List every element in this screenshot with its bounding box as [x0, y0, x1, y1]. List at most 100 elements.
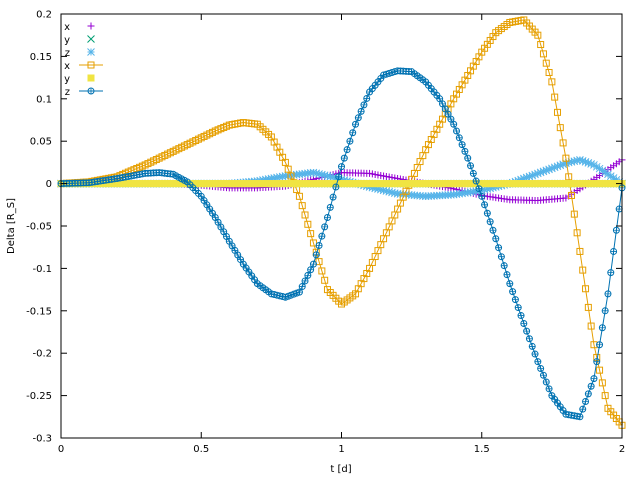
data-point — [323, 172, 332, 180]
data-point — [536, 168, 545, 177]
data-point-cross — [234, 252, 241, 259]
data-point — [596, 366, 604, 374]
data-point-cross — [546, 385, 553, 392]
data-point — [587, 322, 595, 330]
data-point — [539, 50, 547, 58]
data-point-cross — [459, 141, 466, 148]
data-point — [559, 139, 567, 147]
data-point — [598, 166, 607, 175]
data-point-cross — [473, 178, 480, 185]
data-point — [559, 160, 567, 169]
data-point-cross — [358, 108, 365, 115]
data-point — [573, 229, 581, 237]
data-point — [307, 230, 315, 238]
axis-layer: 0 0.5 1 1.5 2 0.2 0.15 0.1 0.05 0 -0.05 -0.1 -0.15 -0… — [26, 10, 625, 456]
data-point-cross — [487, 218, 494, 225]
data-point — [565, 173, 573, 181]
data-point-cross — [532, 351, 539, 358]
data-point — [388, 188, 396, 197]
data-point — [548, 78, 556, 86]
data-point-cross — [616, 206, 623, 213]
data-point — [533, 169, 542, 178]
data-point — [312, 169, 321, 178]
data-point — [528, 171, 537, 180]
data-point-cross — [529, 343, 536, 350]
y-tick-label: -0.15 — [26, 306, 52, 317]
data-point — [609, 174, 618, 182]
data-point — [567, 158, 576, 166]
data-point — [264, 175, 273, 183]
data-point-cross — [590, 375, 597, 382]
data-point — [590, 161, 598, 169]
data-point-cross — [198, 193, 205, 200]
y-tick-label: 0.05 — [30, 137, 52, 148]
data-point — [309, 168, 318, 177]
data-point — [601, 168, 610, 177]
data-point — [486, 184, 495, 193]
data-point — [284, 165, 292, 173]
data-point-cross — [501, 262, 508, 269]
data-point-cross — [355, 114, 362, 121]
data-point-cross — [588, 383, 595, 390]
legend-marker — [87, 22, 95, 30]
data-point — [275, 173, 284, 181]
data-point-cross — [509, 288, 516, 295]
data-point — [295, 192, 303, 200]
data-point — [576, 247, 584, 255]
data-point — [542, 59, 550, 67]
data-point-cross — [481, 201, 488, 208]
data-point — [489, 183, 497, 192]
data-point-cross — [341, 155, 348, 162]
data-point — [259, 176, 267, 184]
data-point-cross — [439, 100, 446, 107]
data-point — [315, 258, 323, 266]
data-point — [562, 159, 570, 168]
data-point-cross — [484, 210, 491, 217]
data-point-cross — [321, 223, 328, 230]
data-point-cross — [506, 280, 513, 287]
data-point — [612, 176, 621, 184]
x-tick-label: 1 — [338, 444, 344, 455]
data-point-cross — [596, 341, 603, 348]
data-point-cross — [450, 121, 457, 128]
legend-marker — [87, 61, 95, 69]
data-point — [531, 170, 539, 179]
data-point-cross — [604, 290, 611, 297]
data-point — [545, 69, 553, 77]
data-point-cross — [503, 271, 510, 278]
data-point — [584, 303, 592, 311]
data-point — [548, 164, 556, 173]
data-point-cross — [330, 194, 337, 201]
legend-sample-2 — [87, 48, 95, 56]
legend-label: z — [65, 87, 70, 98]
data-point — [318, 267, 326, 275]
legend-marker — [87, 74, 95, 82]
data-point-cross — [226, 238, 233, 245]
data-point — [556, 161, 565, 170]
data-point-cross — [523, 328, 530, 335]
data-point — [522, 173, 531, 182]
data-point — [568, 191, 576, 199]
data-point — [542, 166, 551, 175]
data-point — [556, 124, 564, 132]
data-point-cross — [607, 269, 614, 276]
data-point — [519, 174, 528, 183]
data-point — [562, 154, 570, 162]
data-point — [606, 172, 615, 180]
data-point-cross — [593, 358, 600, 365]
data-point — [551, 93, 559, 101]
data-point — [598, 379, 606, 387]
data-point-cross — [299, 283, 306, 290]
data-point — [570, 157, 579, 166]
data-point — [287, 172, 295, 180]
data-point-cross — [579, 406, 586, 413]
data-point — [337, 175, 346, 184]
data-point-cross — [540, 372, 547, 379]
y-axis-label: Delta [R_S] — [6, 198, 17, 254]
data-point-cross — [229, 242, 236, 249]
data-point-cross — [344, 146, 351, 153]
y-tick-label: 0.2 — [36, 10, 52, 21]
data-point-cross — [613, 227, 620, 234]
y-tick-label: -0.3 — [32, 434, 52, 445]
